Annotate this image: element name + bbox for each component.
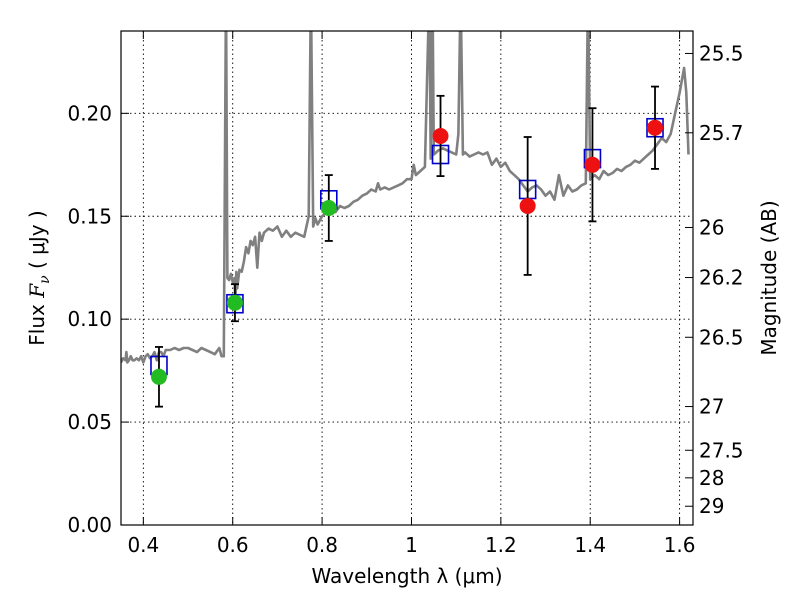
mag-tick-label: 25.5	[699, 41, 744, 65]
mag-tick-label: 26	[699, 215, 724, 239]
plot-area	[121, 31, 690, 408]
y-tick-label: 0.10	[67, 307, 112, 331]
x-tick-label: 0.4	[127, 533, 159, 557]
x-tick-label: 1.4	[574, 533, 606, 557]
x-tick-label: 1.2	[485, 533, 517, 557]
y-axis-label: Flux Fν ( μJy )	[25, 210, 53, 345]
plot-frame	[120, 30, 694, 526]
infrared-point	[647, 119, 664, 136]
observed-points	[150, 119, 664, 385]
infrared-point	[519, 197, 536, 214]
error-bars	[154, 85, 660, 408]
optical-point	[226, 294, 243, 311]
x-tick-label: 1	[405, 533, 418, 557]
x-tick-label: 1.6	[664, 533, 696, 557]
axis-ticks: 0.4 0.6 0.8 1 1.2 1.4 1.6 0.00 0.05 0.10 0.15 0.20 2…	[67, 31, 744, 557]
grid	[121, 31, 693, 526]
mag-tick-label: 29	[699, 494, 724, 518]
mag-tick-label: 25.7	[699, 121, 744, 145]
mag-tick-label: 26.2	[699, 266, 744, 290]
x-tick-label: 0.8	[306, 533, 338, 557]
optical-point	[150, 368, 167, 385]
infrared-point	[432, 127, 449, 144]
y-tick-label: 0.20	[67, 101, 112, 125]
x-axis-label: Wavelength λ (μm)	[311, 564, 502, 588]
infrared-point	[584, 156, 601, 173]
mag-tick-label: 26.5	[699, 325, 744, 349]
mag-tick-label: 27	[699, 395, 724, 419]
template-sed-line	[121, 31, 690, 364]
x-tick-label: 0.6	[217, 533, 249, 557]
y-tick-label: 0.00	[67, 513, 112, 537]
mag-tick-label: 27.5	[699, 438, 744, 462]
y2-axis-label: Magnitude (AB)	[757, 200, 781, 355]
y-tick-label: 0.05	[67, 410, 112, 434]
optical-point	[320, 200, 337, 217]
mag-tick-label: 28	[699, 466, 724, 490]
y-tick-label: 0.15	[67, 204, 112, 228]
